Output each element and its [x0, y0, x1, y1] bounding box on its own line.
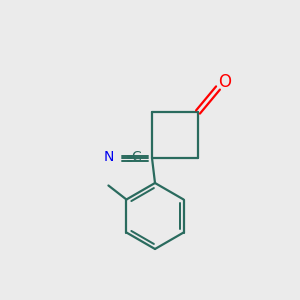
Text: O: O [218, 73, 232, 91]
Text: C: C [131, 150, 141, 164]
Text: N: N [104, 150, 114, 164]
